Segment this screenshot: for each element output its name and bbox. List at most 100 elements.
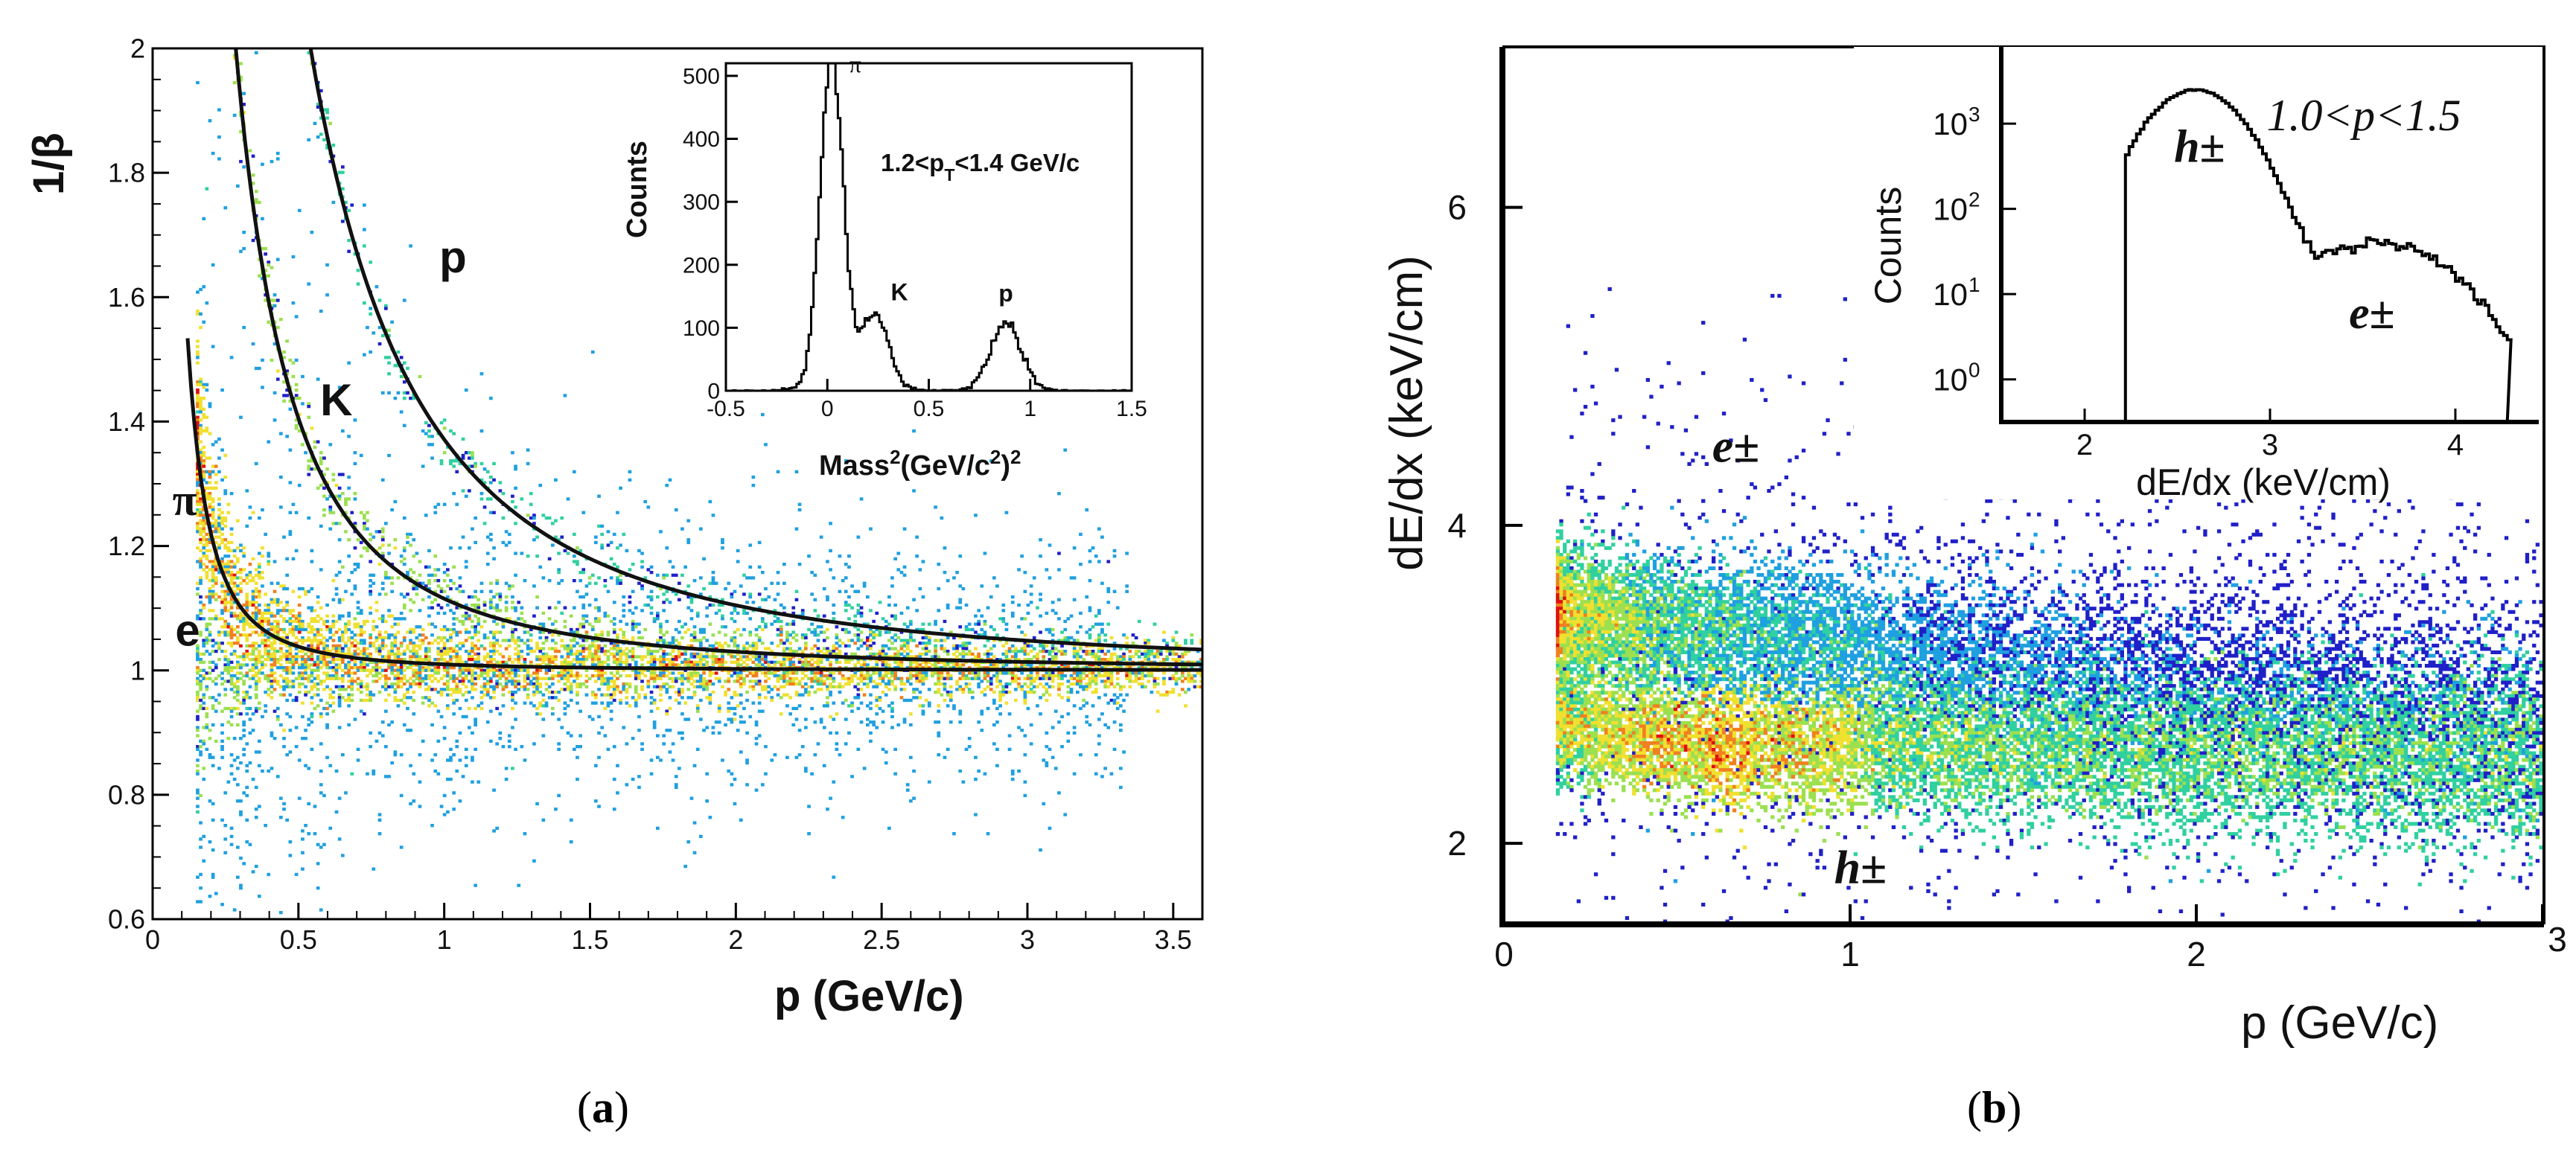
- density-bin: [538, 565, 543, 569]
- density-bin: [634, 655, 638, 659]
- density-bin: [597, 671, 601, 675]
- density-bin: [616, 652, 619, 656]
- density-bin: [245, 650, 249, 653]
- density-bin: [202, 644, 206, 648]
- density-bin: [603, 671, 608, 675]
- density-bin: [1057, 650, 1061, 653]
- density-bin: [517, 650, 521, 653]
- density-bin: [307, 658, 311, 662]
- density-bin: [377, 530, 382, 534]
- density-bin: [597, 650, 601, 653]
- density-bin: [742, 573, 746, 577]
- density-bin: [578, 650, 582, 653]
- density-bin: [236, 663, 240, 667]
- density-bin: [662, 601, 666, 604]
- density-bin: [1085, 508, 1089, 512]
- density-bin: [554, 478, 558, 482]
- density-bin: [208, 432, 212, 435]
- density-bin: [794, 633, 799, 637]
- density-bin: [1004, 671, 1009, 675]
- density-bin: [1125, 636, 1129, 640]
- density-bin: [1162, 666, 1166, 670]
- density-bin: [205, 494, 209, 498]
- density-bin: [609, 642, 613, 645]
- density-bin: [578, 652, 582, 656]
- density-bin: [427, 581, 431, 585]
- density-bin: [409, 543, 412, 547]
- density-bin: [288, 666, 293, 670]
- density-bin: [754, 633, 759, 637]
- density-bin: [832, 652, 836, 656]
- density-bin: [325, 627, 329, 632]
- density-bin: [872, 633, 876, 637]
- density-bin: [705, 652, 709, 656]
- density-bin: [937, 671, 941, 675]
- density-bin: [541, 660, 546, 664]
- density-bin: [547, 617, 552, 621]
- density-bin: [1057, 568, 1061, 572]
- density-bin: [393, 663, 398, 667]
- density-bin: [282, 677, 286, 680]
- density-bin: [236, 666, 240, 670]
- density-bin: [887, 630, 891, 634]
- density-bin: [199, 456, 203, 460]
- density-bin: [258, 609, 261, 613]
- density-bin: [248, 505, 252, 509]
- density-bin: [649, 674, 654, 678]
- density-bin: [816, 663, 820, 667]
- density-bin: [739, 663, 743, 667]
- density-bin: [258, 658, 261, 662]
- density-bin: [199, 432, 203, 435]
- density-bin: [350, 592, 354, 596]
- density-bin: [433, 666, 438, 670]
- density-bin: [258, 563, 261, 566]
- density-bin: [399, 668, 404, 672]
- density-bin: [350, 642, 354, 645]
- density-bin: [341, 630, 345, 634]
- density-bin: [366, 663, 369, 667]
- density-bin: [471, 668, 474, 672]
- density-bin: [217, 497, 221, 501]
- density-bin: [337, 571, 342, 575]
- density-bin: [282, 642, 286, 645]
- density-bin: [406, 630, 409, 634]
- density-bin: [402, 549, 407, 553]
- density-bin: [264, 252, 267, 256]
- density-bin: [424, 565, 428, 569]
- density-bin: [337, 663, 342, 667]
- density-bin: [547, 655, 552, 659]
- density-bin: [992, 627, 996, 632]
- density-bin: [1010, 671, 1015, 675]
- density-bin: [878, 650, 882, 653]
- density-bin: [671, 573, 675, 577]
- density-bin: [1042, 644, 1046, 648]
- density-bin: [810, 671, 814, 675]
- density-bin: [566, 652, 570, 656]
- density-bin: [452, 459, 456, 463]
- density-bin: [214, 677, 218, 680]
- density-bin: [390, 589, 394, 593]
- density-bin: [196, 677, 200, 680]
- density-bin: [396, 674, 401, 678]
- density-bin: [875, 652, 879, 656]
- density-bin: [415, 655, 419, 659]
- density-bin: [301, 639, 305, 642]
- density-bin: [366, 647, 369, 650]
- density-bin: [205, 389, 209, 392]
- density-bin: [319, 568, 323, 572]
- density-bin: [1063, 636, 1068, 640]
- density-bin: [1190, 666, 1194, 670]
- density-bin: [671, 660, 675, 664]
- density-bin: [590, 658, 595, 662]
- density-bin: [199, 652, 203, 656]
- density-bin: [838, 554, 842, 558]
- density-bin: [1020, 650, 1024, 653]
- density-bin: [643, 576, 648, 580]
- density-bin: [504, 595, 508, 599]
- density-bin: [476, 647, 481, 650]
- density-bin: [390, 644, 394, 648]
- density-bin: [223, 668, 228, 672]
- density-bin: [511, 606, 514, 610]
- density-bin: [297, 603, 302, 607]
- density-bin: [1082, 650, 1085, 653]
